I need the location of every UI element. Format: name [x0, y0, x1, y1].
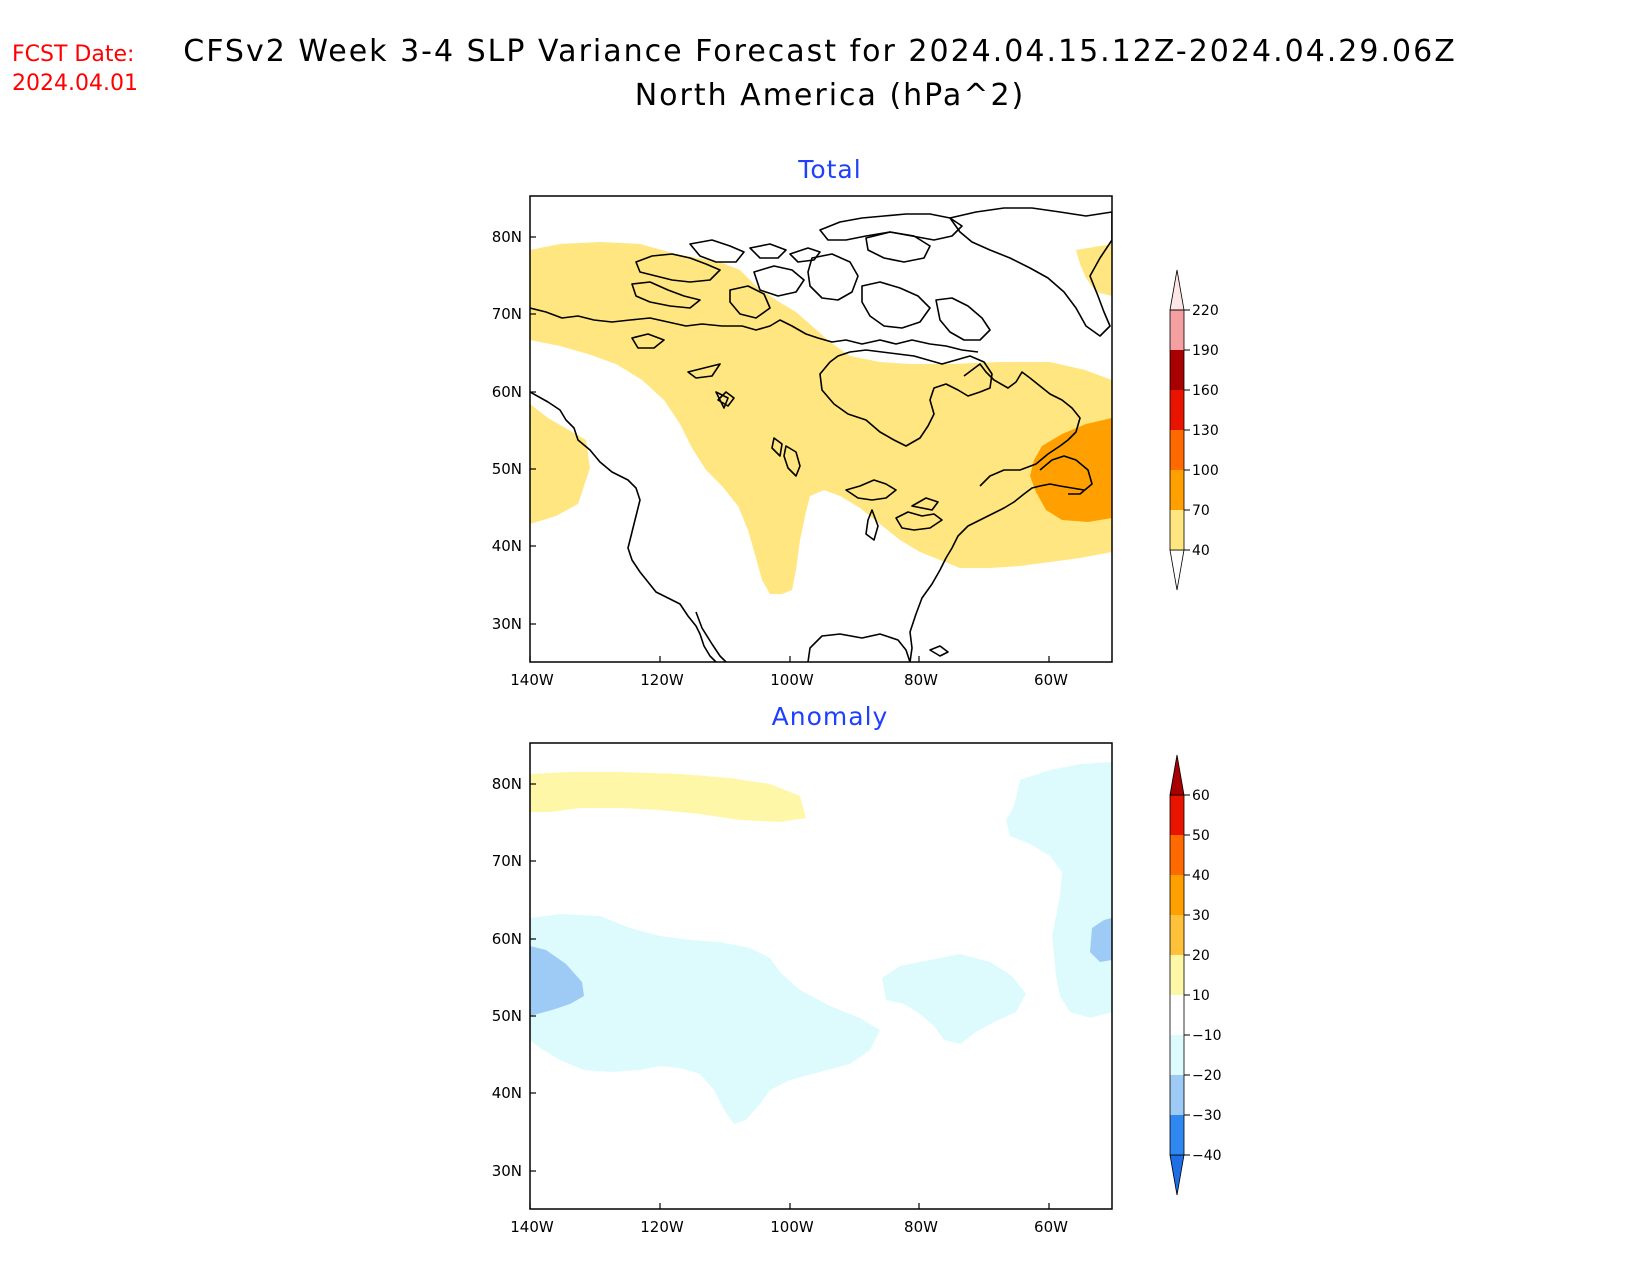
lon-tick-80w: 80W	[904, 1218, 938, 1236]
fcst-date: 2024.04.01	[12, 71, 138, 96]
lat-tick-70n: 70N	[492, 305, 522, 323]
colorbar-label: 50	[1192, 828, 1210, 844]
colorbar-label: 100	[1192, 463, 1219, 479]
colorbar-above-triangle	[1169, 269, 1185, 311]
colorbar-anomaly: −40 −30 −20 −10 10 20 30 40 50 60	[1169, 754, 1222, 1196]
lat-tick-30n: 30N	[492, 615, 522, 633]
colorbar-label: 130	[1192, 423, 1219, 439]
colorbar-segment	[1170, 1075, 1184, 1115]
colorbar-below-triangle	[1169, 549, 1185, 591]
lat-tick-60n: 60N	[492, 383, 522, 401]
colorbar-segment	[1170, 390, 1184, 430]
lon-tick-80w: 80W	[904, 671, 938, 689]
lon-tick-120w: 120W	[640, 671, 684, 689]
lat-tick-50n: 50N	[492, 1007, 522, 1025]
colorbar-segment	[1170, 1035, 1184, 1075]
colorbar-label: 10	[1192, 988, 1210, 1004]
colorbar-segment	[1170, 875, 1184, 915]
colorbar-segment	[1170, 430, 1184, 470]
lon-tick-140w: 140W	[510, 1218, 554, 1236]
colorbar-above-triangle	[1169, 754, 1185, 796]
colorbar-below-triangle	[1169, 1154, 1185, 1196]
colorbar-segment	[1170, 915, 1184, 955]
total-shading	[530, 242, 1112, 594]
colorbar-label: 20	[1192, 948, 1210, 964]
colorbar-segment	[1170, 955, 1184, 995]
colorbar-label: −10	[1192, 1028, 1222, 1044]
main-title: CFSv2 Week 3-4 SLP Variance Forecast for…	[183, 34, 1457, 69]
panel-title-anomaly: Anomaly	[772, 702, 889, 731]
lat-tick-60n: 60N	[492, 930, 522, 948]
colorbar-label: 190	[1192, 343, 1219, 359]
lon-tick-140w: 140W	[510, 671, 554, 689]
map-frame-anomaly	[529, 742, 1113, 1210]
panel-title-total: Total	[797, 155, 861, 184]
colorbar-segment	[1170, 795, 1184, 835]
lat-tick-80n: 80N	[492, 228, 522, 246]
lat-tick-30n: 30N	[492, 1162, 522, 1180]
colorbar-label: −30	[1192, 1108, 1222, 1124]
lat-tick-80n: 80N	[492, 775, 522, 793]
map-total	[529, 195, 1113, 663]
colorbar-segment	[1170, 1115, 1184, 1155]
colorbar-label: 40	[1192, 868, 1210, 884]
colorbar-label: 70	[1192, 503, 1210, 519]
colorbar-total: 40 70 100 130 160 190 220	[1169, 269, 1219, 591]
colorbar-segment	[1170, 995, 1184, 1035]
lon-tick-120w: 120W	[640, 1218, 684, 1236]
lon-tick-60w: 60W	[1034, 1218, 1068, 1236]
map-anomaly	[529, 742, 1113, 1210]
colorbar-segment	[1170, 510, 1184, 550]
colorbar-label: 30	[1192, 908, 1210, 924]
anomaly-axes: 80N 70N 60N 50N 40N 30N 140W 120W 100W 8…	[492, 775, 1068, 1236]
anomaly-shading	[530, 762, 1112, 1124]
colorbar-label: 160	[1192, 383, 1219, 399]
colorbar-label: 220	[1192, 303, 1219, 319]
lon-tick-60w: 60W	[1034, 671, 1068, 689]
colorbar-segment	[1170, 310, 1184, 350]
lat-tick-70n: 70N	[492, 852, 522, 870]
sub-title: North America (hPa^2)	[635, 78, 1026, 113]
colorbar-label: 40	[1192, 543, 1210, 559]
colorbar-label: −40	[1192, 1148, 1222, 1164]
lon-tick-100w: 100W	[770, 1218, 814, 1236]
lat-tick-50n: 50N	[492, 460, 522, 478]
lon-tick-100w: 100W	[770, 671, 814, 689]
colorbar-segment	[1170, 350, 1184, 390]
map-frame-total	[529, 195, 1113, 663]
colorbar-segment	[1170, 470, 1184, 510]
lat-tick-40n: 40N	[492, 537, 522, 555]
lat-tick-40n: 40N	[492, 1084, 522, 1102]
total-axes: 80N 70N 60N 50N 40N 30N 140W 120W 100W 8…	[492, 228, 1068, 689]
fcst-label: FCST Date:	[12, 42, 134, 67]
colorbar-label: 60	[1192, 788, 1210, 804]
colorbar-segment	[1170, 835, 1184, 875]
colorbar-label: −20	[1192, 1068, 1222, 1084]
